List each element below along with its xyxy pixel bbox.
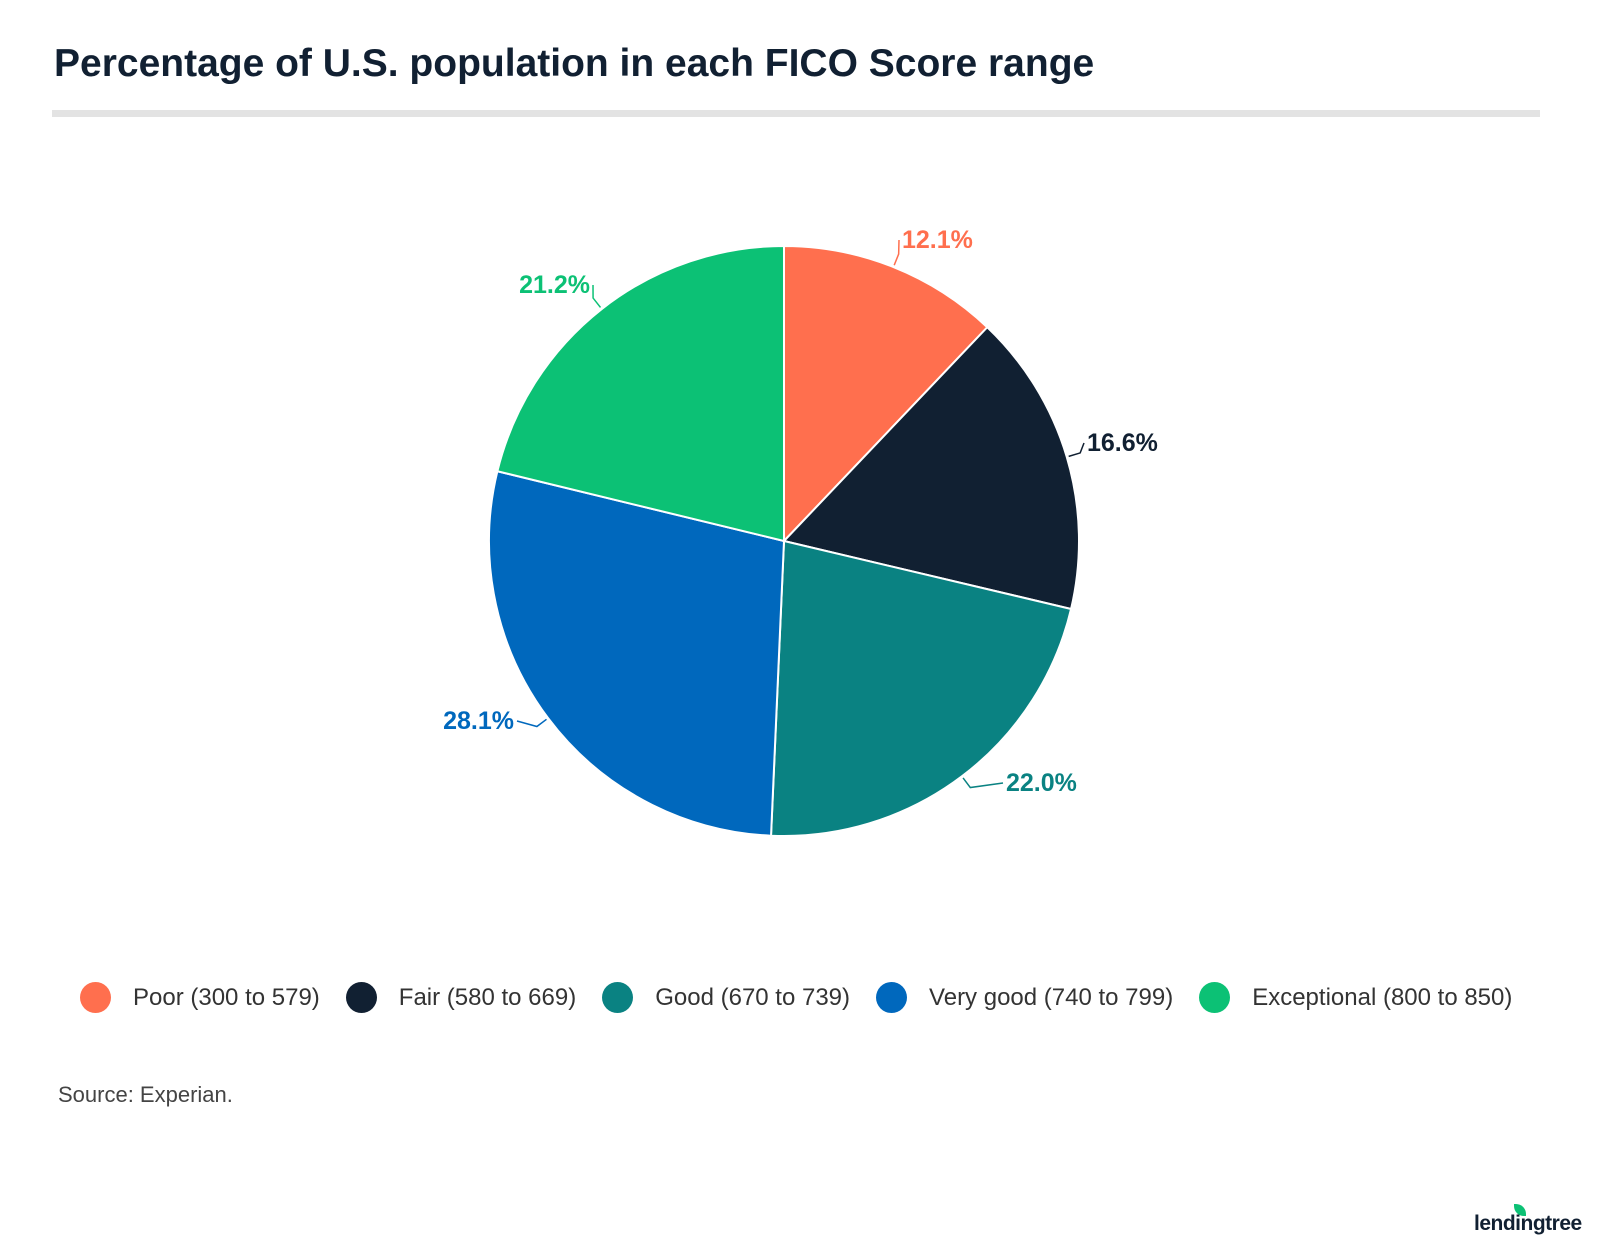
- pie-slice-3: [488, 470, 786, 837]
- legend-swatch: [345, 982, 377, 1013]
- legend-swatch: [876, 982, 908, 1013]
- leader-line: [1068, 442, 1085, 458]
- data-label: 12.1%: [902, 226, 973, 254]
- data-label: 22.0%: [1006, 769, 1077, 797]
- legend: Poor (300 to 579) Fair (580 to 669) Good…: [80, 982, 1538, 1013]
- lendingtree-logo: lendingtree: [1474, 1212, 1582, 1235]
- legend-label: Exceptional (800 to 850): [1252, 983, 1513, 1011]
- legend-label: Good (670 to 739): [655, 983, 851, 1011]
- legend-item-fair: Fair (580 to 669): [345, 982, 577, 1013]
- leader-line: [592, 284, 602, 308]
- data-label: 16.6%: [1087, 429, 1158, 457]
- data-label: 28.1%: [443, 707, 514, 735]
- pie-slice-0: [783, 244, 989, 544]
- leader-line: [893, 239, 900, 266]
- legend-swatch: [602, 982, 634, 1013]
- logo-leaf-icon: [1514, 1204, 1526, 1216]
- source-note: Source: Experian.: [58, 1082, 233, 1107]
- legend-item-poor: Poor (300 to 579): [80, 982, 320, 1013]
- legend-label: Very good (740 to 799): [929, 983, 1174, 1011]
- pie-slice-2: [769, 539, 1073, 837]
- pie-slice-1: [782, 325, 1080, 611]
- title-divider: [52, 110, 1540, 117]
- legend-item-good: Good (670 to 739): [602, 982, 850, 1013]
- legend-item-exceptional: Exceptional (800 to 850): [1199, 982, 1512, 1013]
- legend-swatch: [80, 982, 111, 1013]
- pie-slice-4: [496, 244, 785, 543]
- leader-line: [962, 777, 1004, 789]
- legend-item-very-good: Very good (740 to 799): [876, 982, 1173, 1013]
- data-label: 21.2%: [519, 271, 590, 299]
- legend-label: Poor (300 to 579): [133, 983, 320, 1011]
- chart-title: Percentage of U.S. population in each FI…: [54, 42, 1095, 85]
- leader-line: [516, 718, 547, 728]
- legend-swatch: [1199, 982, 1231, 1013]
- legend-label: Fair (580 to 669): [398, 983, 577, 1011]
